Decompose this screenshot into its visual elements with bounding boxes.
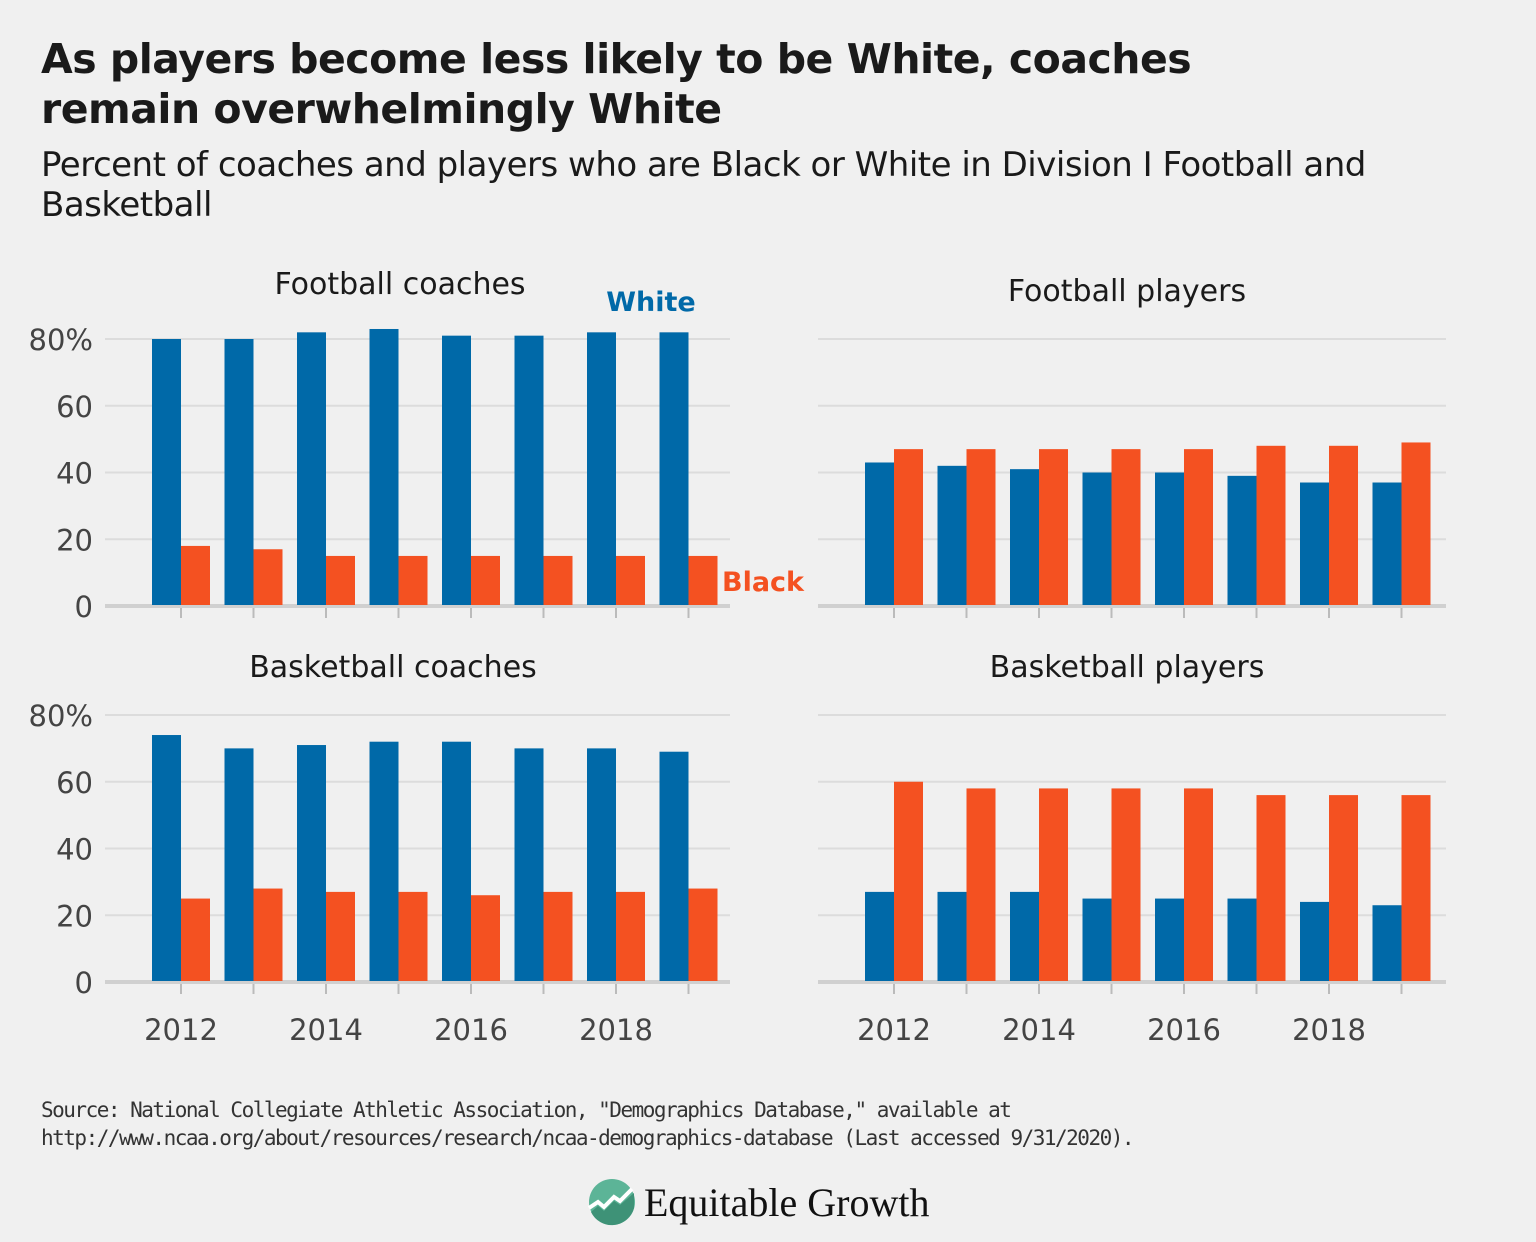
bar-white-2015 xyxy=(369,328,399,605)
bar-white-2016 xyxy=(1155,898,1184,981)
bar-white-2017 xyxy=(1227,898,1257,981)
bar-black-2014 xyxy=(1039,788,1068,981)
bar-black-2012 xyxy=(181,898,210,981)
bar-white-2016 xyxy=(1155,472,1184,605)
legend-label-white: White xyxy=(606,287,695,318)
bar-black-2014 xyxy=(326,891,355,981)
bar-white-2016 xyxy=(442,335,471,605)
bar-white-2019 xyxy=(1372,905,1402,981)
bar-white-2013 xyxy=(937,465,967,605)
x-tick-label: 2018 xyxy=(579,1013,653,1047)
bar-white-2016 xyxy=(442,741,471,981)
bar-white-2017 xyxy=(514,335,544,605)
x-tick-label: 2016 xyxy=(1147,1013,1221,1047)
bar-black-2016 xyxy=(471,895,500,981)
bar-black-2012 xyxy=(181,545,210,605)
bar-black-2013 xyxy=(966,449,996,605)
bar-white-2015 xyxy=(1082,898,1112,981)
bar-black-2015 xyxy=(398,555,428,605)
bar-black-2019 xyxy=(688,555,718,605)
bar-black-2015 xyxy=(1111,449,1141,605)
bar-white-2012 xyxy=(865,891,894,981)
bar-black-2015 xyxy=(398,891,428,981)
bar-white-2015 xyxy=(369,741,399,981)
y-tick-label: 60 xyxy=(56,390,93,424)
y-tick-label: 20 xyxy=(56,899,93,933)
bar-white-2012 xyxy=(152,339,181,605)
bar-black-2017 xyxy=(543,891,573,981)
bar-black-2018 xyxy=(616,555,645,605)
bar-black-2017 xyxy=(543,555,573,605)
bar-black-2014 xyxy=(1039,449,1068,605)
bar-white-2019 xyxy=(659,332,689,605)
y-tick-label: 40 xyxy=(56,833,93,867)
bar-black-2012 xyxy=(894,781,923,981)
panel-title: Football coaches xyxy=(274,267,525,302)
bar-white-2018 xyxy=(587,748,616,981)
bar-white-2014 xyxy=(1010,469,1039,605)
x-tick-label: 2016 xyxy=(434,1013,508,1047)
growth-chart-logo-icon xyxy=(588,1179,635,1226)
bar-black-2018 xyxy=(1329,445,1358,605)
bar-white-2013 xyxy=(224,748,254,981)
equitable-growth-logo: Equitable Growth xyxy=(588,1178,930,1226)
bar-white-2014 xyxy=(297,745,326,981)
bar-white-2017 xyxy=(1227,475,1257,605)
bar-white-2012 xyxy=(865,462,894,605)
bar-white-2013 xyxy=(224,339,254,605)
y-tick-label: 40 xyxy=(56,457,93,491)
bar-black-2016 xyxy=(471,555,500,605)
bar-black-2013 xyxy=(966,788,996,981)
bar-black-2019 xyxy=(1401,442,1431,605)
bar-white-2014 xyxy=(1010,891,1039,981)
x-tick-label: 2014 xyxy=(289,1013,363,1047)
logo-text: Equitable Growth xyxy=(644,1179,930,1225)
bar-white-2012 xyxy=(152,735,181,981)
bar-black-2018 xyxy=(616,891,645,981)
bar-white-2019 xyxy=(1372,482,1402,605)
bar-black-2018 xyxy=(1329,795,1358,981)
bar-black-2019 xyxy=(688,888,718,981)
bar-black-2016 xyxy=(1184,449,1213,605)
y-tick-label: 0 xyxy=(75,966,93,1000)
x-tick-label: 2018 xyxy=(1292,1013,1366,1047)
bar-white-2018 xyxy=(1300,482,1329,605)
bar-white-2018 xyxy=(1300,901,1329,981)
x-tick-label: 2012 xyxy=(144,1013,218,1047)
bar-black-2016 xyxy=(1184,788,1213,981)
bar-black-2019 xyxy=(1401,795,1431,981)
legend-label-black: Black xyxy=(722,567,805,598)
bar-black-2014 xyxy=(326,555,355,605)
source-note: Source: National Collegiate Athletic Ass… xyxy=(41,1096,1135,1152)
y-tick-label: 80% xyxy=(29,699,93,733)
source-line-2: http://www.ncaa.org/about/resources/rese… xyxy=(41,1126,1135,1150)
bar-black-2012 xyxy=(894,449,923,605)
y-tick-label: 20 xyxy=(56,523,93,557)
y-tick-label: 60 xyxy=(56,766,93,800)
bar-black-2017 xyxy=(1256,445,1286,605)
chart-title: As players become less likely to be Whit… xyxy=(41,35,1192,133)
bar-white-2017 xyxy=(514,748,544,981)
bar-white-2015 xyxy=(1082,472,1112,605)
bar-black-2015 xyxy=(1111,788,1141,981)
y-tick-label: 80% xyxy=(29,323,93,357)
panel-title: Basketball coaches xyxy=(249,650,537,685)
source-line-1: Source: National Collegiate Athletic Ass… xyxy=(41,1098,1012,1122)
bar-white-2014 xyxy=(297,332,326,605)
y-tick-label: 0 xyxy=(75,590,93,624)
bar-white-2018 xyxy=(587,332,616,605)
chart-subtitle: Percent of coaches and players who are B… xyxy=(41,145,1366,225)
bar-black-2017 xyxy=(1256,795,1286,981)
x-tick-label: 2014 xyxy=(1002,1013,1076,1047)
panel-title: Basketball players xyxy=(990,650,1265,685)
bar-black-2013 xyxy=(253,888,283,981)
panel-title: Football players xyxy=(1008,274,1246,309)
bar-white-2013 xyxy=(937,891,967,981)
x-tick-label: 2012 xyxy=(857,1013,931,1047)
bar-black-2013 xyxy=(253,549,283,605)
bar-white-2019 xyxy=(659,751,689,981)
